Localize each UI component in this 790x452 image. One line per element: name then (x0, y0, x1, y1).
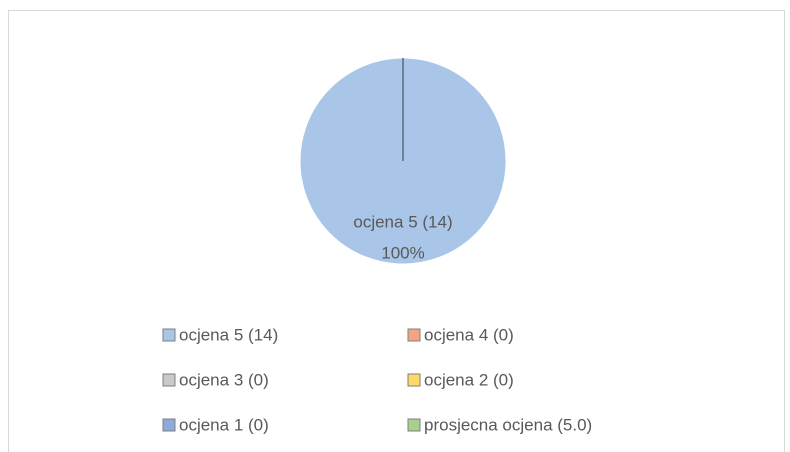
legend-swatch (407, 328, 421, 342)
legend-label: ocjena 2 (0) (424, 370, 514, 389)
legend-label: ocjena 4 (0) (424, 325, 514, 344)
data-label-category: ocjena 5 (14) (353, 212, 452, 231)
legend-label: ocjena 1 (0) (179, 415, 269, 434)
legend-swatch (407, 373, 421, 387)
data-label-value: 100% (381, 243, 424, 262)
legend-swatch (162, 418, 176, 432)
legend-label: prosjecna ocjena (5.0) (424, 415, 592, 434)
legend-label: ocjena 5 (14) (179, 325, 278, 344)
legend-swatch (162, 328, 176, 342)
legend-label: ocjena 3 (0) (179, 370, 269, 389)
legend-swatch (162, 373, 176, 387)
legend-swatch (407, 418, 421, 432)
